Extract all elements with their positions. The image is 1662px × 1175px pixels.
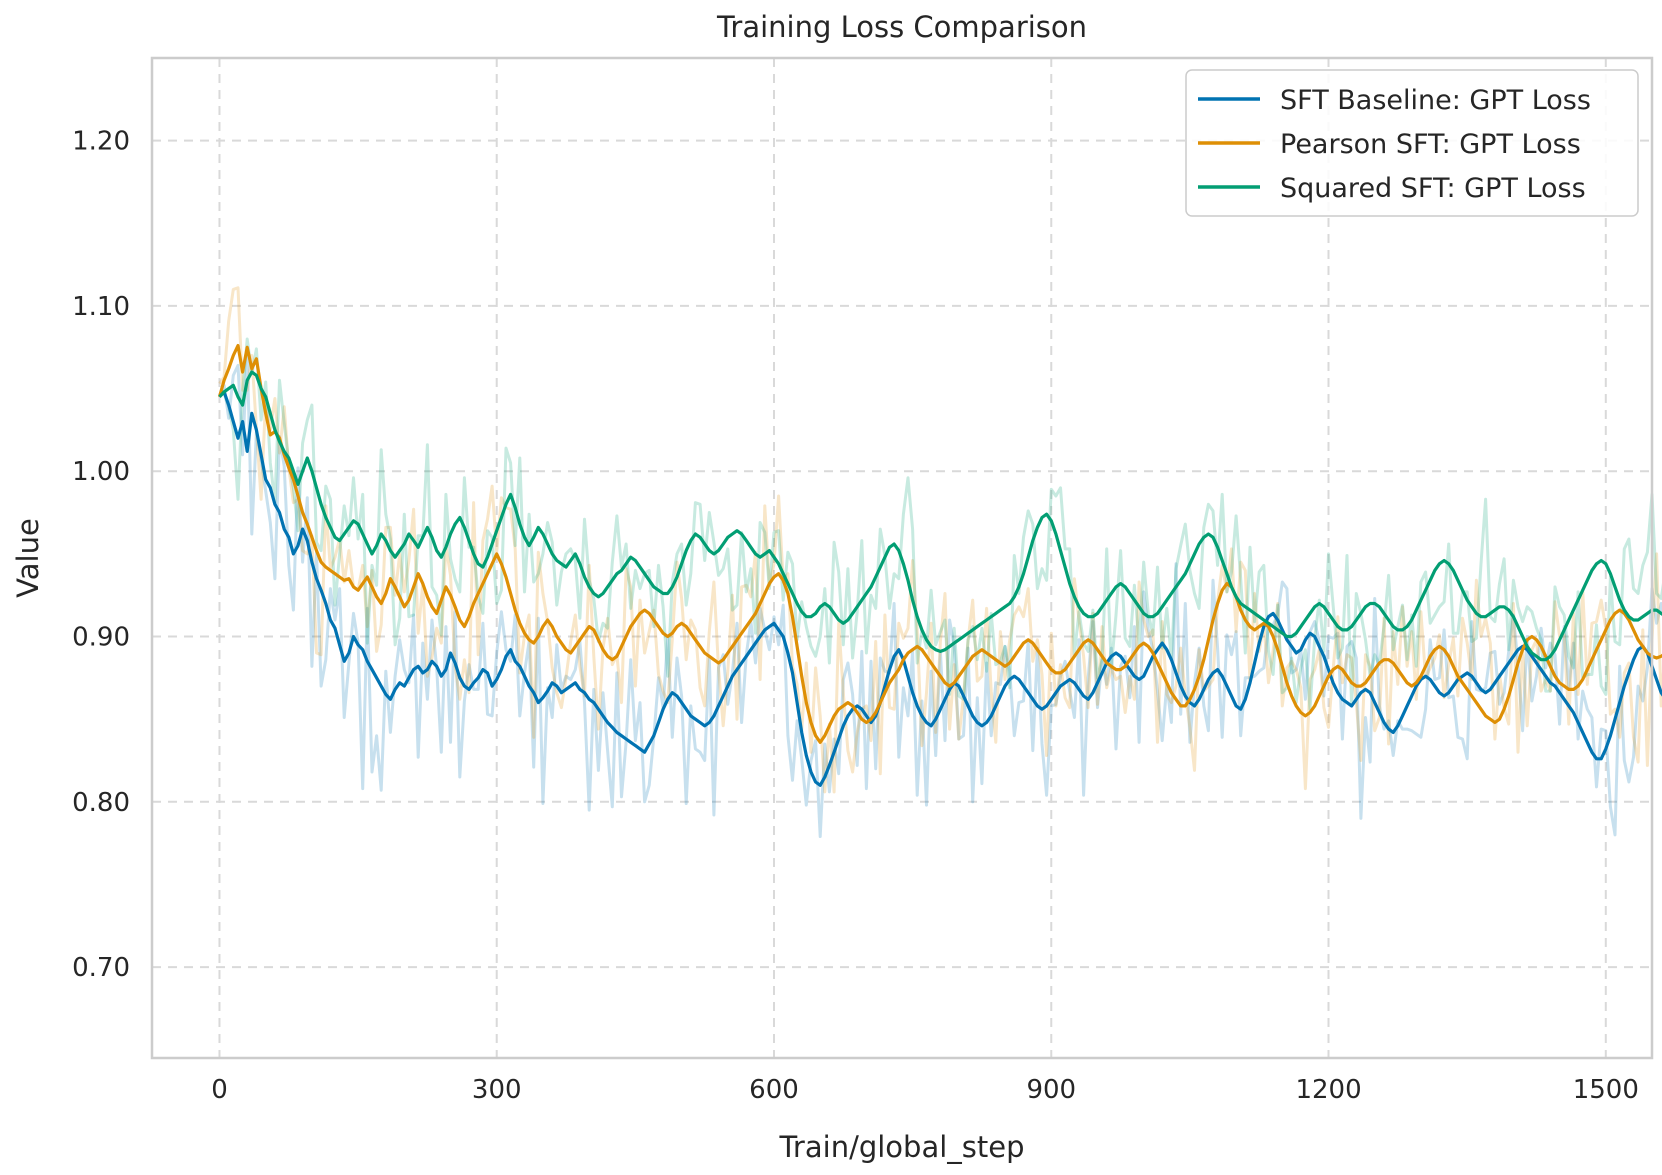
legend-label-1: SFT Baseline: GPT Loss [1280,85,1591,116]
smoothed-series-layer [217,344,1662,787]
y-tick-label: 1.20 [72,127,130,157]
x-axis-title: Train/global_step [778,1130,1024,1164]
series-line-1 [218,390,1662,787]
x-tick-label: 600 [749,1075,799,1105]
chart-title: Training Loss Comparison [716,10,1087,44]
y-tick-label: 1.00 [72,457,130,487]
series-line-2 [217,344,1662,744]
x-tick-label: 1500 [1573,1075,1639,1105]
raw-series-line-1 [218,349,1662,838]
plot-frame [150,56,1654,1060]
y-axis-title: Value [11,518,45,598]
legend-label-2: Pearson SFT: GPT Loss [1280,129,1581,160]
y-tick-label: 0.90 [72,623,130,653]
raw-series-line-3 [218,337,1662,711]
x-tick-label: 0 [211,1075,228,1105]
legend-box [1185,69,1639,217]
tick-labels: 0 300 600 900 1200 1500 0.70 0.80 0.90 1.00 1.10 1.… [72,127,1639,1105]
legend: SFT Baseline: GPT Loss Pearson SFT: GPT L… [1185,69,1639,217]
x-tick-label: 1200 [1295,1075,1361,1105]
x-tick-label: 900 [1026,1075,1076,1105]
legend-label-3: Squared SFT: GPT Loss [1280,173,1586,204]
y-tick-label: 1.10 [72,292,130,322]
y-tick-label: 0.70 [72,953,130,983]
series-line-3 [218,370,1662,662]
x-tick-label: 300 [472,1075,522,1105]
y-tick-label: 0.80 [72,788,130,818]
